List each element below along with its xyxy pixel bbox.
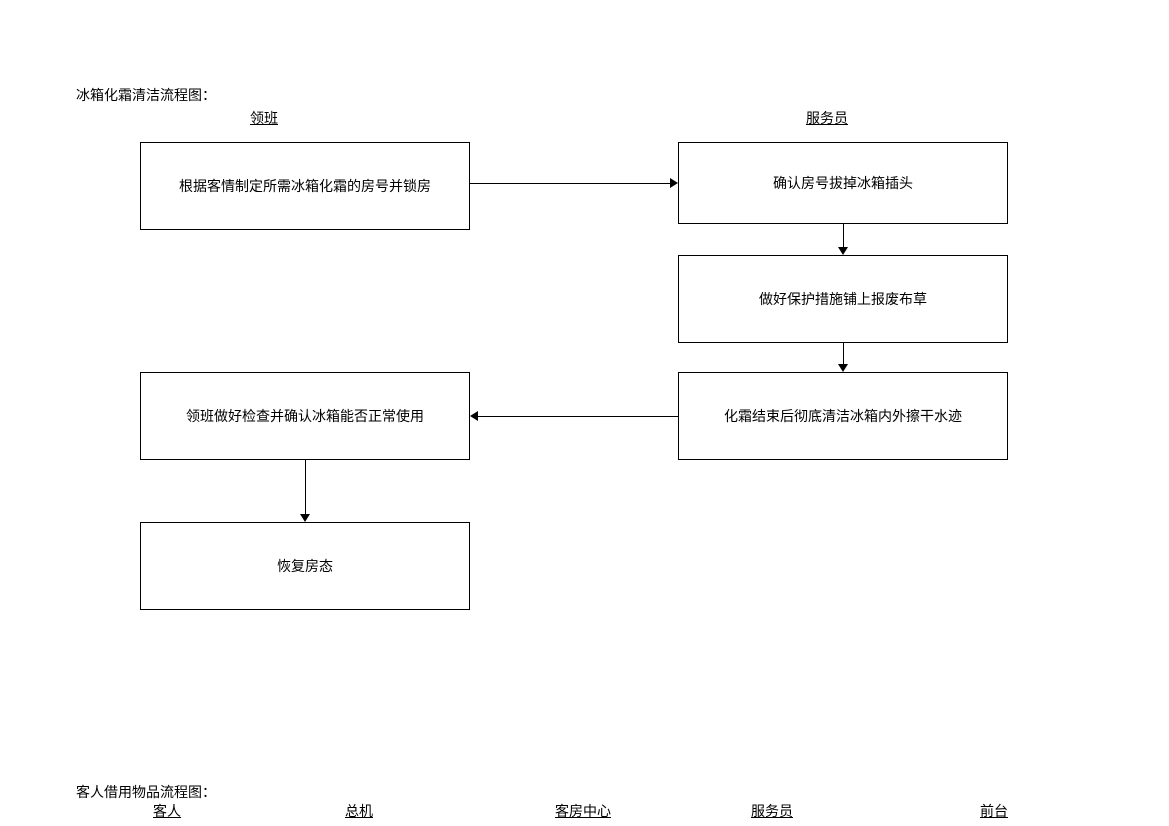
flowchart2-header-1: 总机: [345, 801, 373, 821]
flowchart1-header-1: 服务员: [806, 108, 848, 128]
node-label: 恢复房态: [277, 556, 333, 576]
flowchart1-node-n5: 领班做好检查并确认冰箱能否正常使用: [140, 372, 470, 460]
edge-n3-n4-line: [843, 343, 844, 364]
flowchart1-node-n6: 恢复房态: [140, 522, 470, 610]
edge-n5-n6-head: [300, 514, 310, 522]
flowchart2-title: 客人借用物品流程图：: [76, 782, 216, 802]
edge-n1-n2-line: [470, 183, 670, 184]
edge-n1-n2-head: [670, 178, 678, 188]
flowchart1-node-n3: 做好保护措施铺上报废布草: [678, 255, 1008, 343]
node-label: 化霜结束后彻底清洁冰箱内外擦干水迹: [724, 406, 962, 426]
edge-n4-n5-head: [470, 411, 478, 421]
edge-n4-n5-line: [478, 416, 678, 417]
flowchart2-header-3: 服务员: [751, 801, 793, 821]
node-label: 领班做好检查并确认冰箱能否正常使用: [186, 406, 424, 426]
flowchart2-header-4: 前台: [980, 801, 1008, 821]
node-label: 做好保护措施铺上报废布草: [759, 289, 927, 309]
flowchart1-header-0: 领班: [250, 108, 278, 128]
flowchart1-node-n1: 根据客情制定所需冰箱化霜的房号并锁房: [140, 142, 470, 230]
edge-n5-n6-line: [305, 460, 306, 514]
flowchart1-node-n2: 确认房号拔掉冰箱插头: [678, 142, 1008, 224]
node-label: 确认房号拔掉冰箱插头: [773, 173, 913, 193]
flowchart1-title: 冰箱化霜清洁流程图：: [76, 85, 216, 105]
edge-n3-n4-head: [838, 364, 848, 372]
node-label: 根据客情制定所需冰箱化霜的房号并锁房: [179, 176, 431, 196]
flowchart2-header-0: 客人: [153, 801, 181, 821]
flowchart1-node-n4: 化霜结束后彻底清洁冰箱内外擦干水迹: [678, 372, 1008, 460]
flowchart2-header-2: 客房中心: [555, 801, 611, 821]
edge-n2-n3-head: [838, 247, 848, 255]
edge-n2-n3-line: [843, 224, 844, 247]
